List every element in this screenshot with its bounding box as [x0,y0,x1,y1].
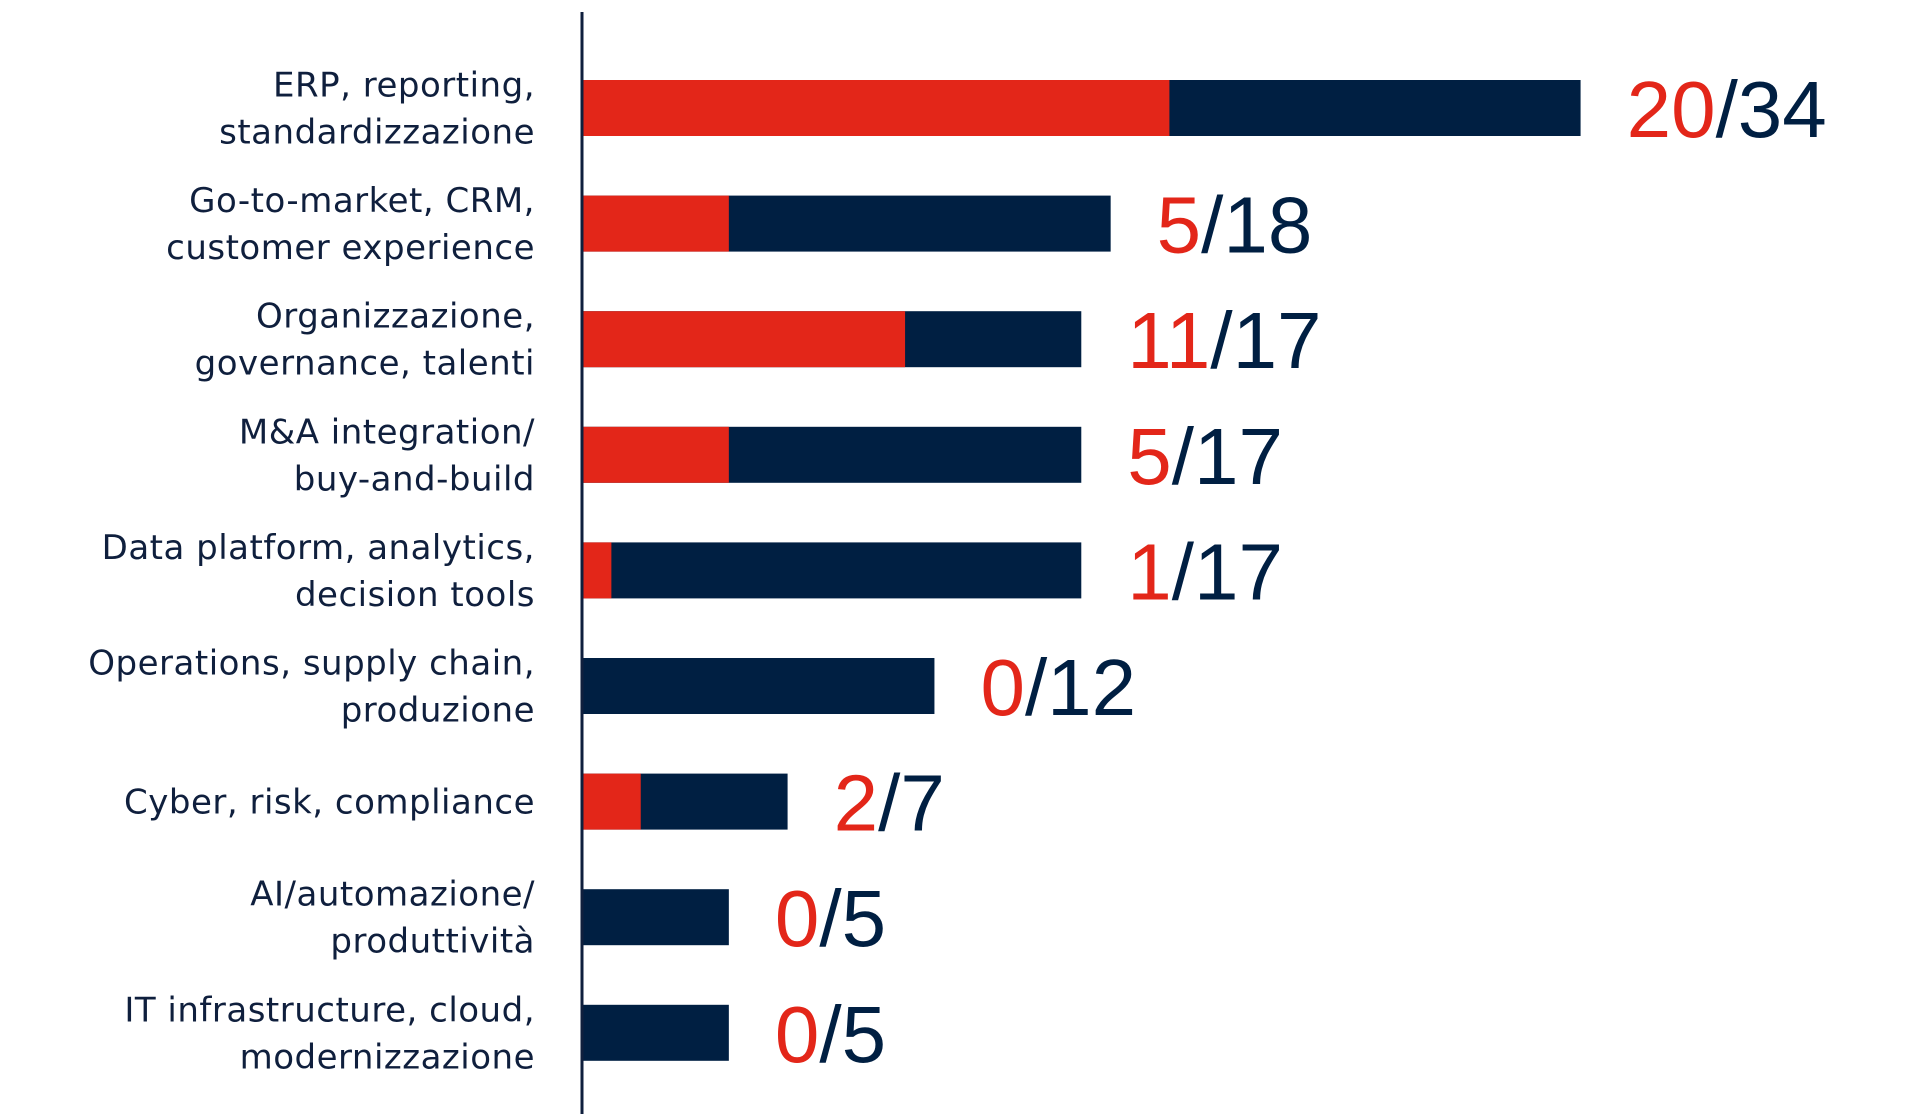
value-separator: / [1172,527,1195,616]
value-total: 7 [900,759,945,848]
category-label: customer experience [166,228,535,268]
value-label: 1/17 [1127,527,1283,616]
category-label: Data platform, analytics, [102,528,535,568]
value-total: 17 [1233,296,1322,385]
value-separator: / [878,759,901,848]
value-label: 0/5 [775,874,886,963]
category-label: AI/automazione/ [250,875,535,915]
value-label: 0/5 [775,990,886,1079]
value-part: 0 [980,643,1024,732]
value-separator: / [819,874,842,963]
category-label: standardizzazione [219,113,535,153]
value-label: 0/12 [980,643,1136,732]
category-label: produttività [330,922,535,962]
bar-part [582,80,1170,136]
value-part: 5 [1157,181,1202,270]
category-label: Cyber, risk, compliance [124,783,535,823]
bar-total [582,1004,729,1061]
value-total: 17 [1194,527,1283,616]
value-part: 0 [775,990,820,1079]
category-label: governance, talenti [195,344,535,384]
value-part: 20 [1627,65,1716,154]
category-label: produzione [341,691,535,731]
bar-part [582,311,906,368]
value-separator: / [1025,643,1048,732]
value-separator: / [1210,296,1233,385]
category-label: modernizzazione [240,1037,535,1077]
value-label: 2/7 [834,759,945,848]
value-total: 34 [1738,65,1827,154]
bar-total [582,542,1082,599]
value-total: 5 [842,990,887,1079]
value-part: 1 [1127,527,1172,616]
bar-part [582,542,612,599]
value-total: 17 [1194,412,1283,501]
bar-part [582,195,729,252]
category-label: IT infrastructure, cloud, [124,990,535,1030]
value-label: 20/34 [1627,65,1827,154]
category-label: Operations, supply chain, [88,644,535,684]
value-part: 0 [775,874,820,963]
value-part: 11 [1127,296,1210,385]
value-part: 5 [1127,412,1172,501]
category-label: buy-and-build [294,459,535,499]
value-part: 2 [834,759,879,848]
category-label: ERP, reporting, [273,66,535,106]
value-separator: / [1716,65,1739,154]
value-total: 18 [1223,181,1312,270]
value-separator: / [1201,181,1224,270]
bar-total [582,658,935,714]
category-label: M&A integration/ [239,412,535,452]
category-label: decision tools [295,575,535,615]
value-separator: / [1172,412,1195,501]
value-label: 11/17 [1127,296,1321,385]
bar-total [582,889,729,946]
value-label: 5/18 [1157,181,1313,270]
value-separator: / [819,990,842,1079]
value-label: 5/17 [1127,412,1283,501]
category-label: Go-to-market, CRM, [189,181,535,221]
bar-part [582,426,729,483]
value-total: 5 [842,874,887,963]
value-total: 12 [1047,643,1136,732]
bar-part [582,773,641,830]
category-label: Organizzazione, [256,297,535,337]
